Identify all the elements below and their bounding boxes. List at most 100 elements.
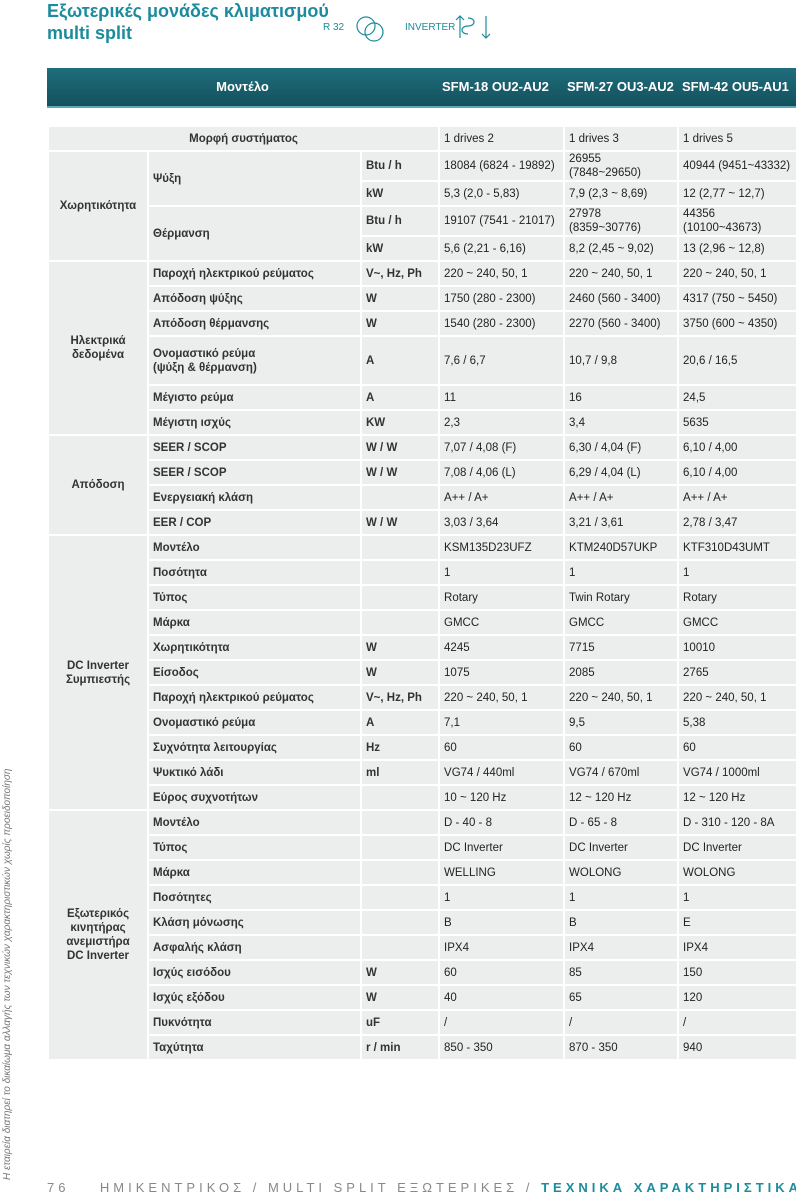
table-row: Μέγιστο ρεύμα A 11 16 24,5 — [48, 384, 796, 411]
value-cell: 1750 (280 - 2300) — [438, 285, 566, 312]
value-cell: DC Inverter — [438, 834, 566, 861]
param-cell: Μοντέλο — [147, 534, 362, 561]
value-cell: 19107 (7541 - 21017) — [438, 205, 566, 237]
value-cell: A++ / A+ — [563, 484, 680, 511]
param-cell: Ποσότητες — [147, 884, 362, 911]
table-row: Ισχύς εισόδου W 60 85 150 — [48, 959, 796, 986]
value-cell: 220 ~ 240, 50, 1 — [563, 260, 680, 287]
value-cell: 150 — [677, 959, 796, 986]
value-cell: GMCC — [563, 609, 680, 636]
param-cell: Μάρκα — [147, 859, 362, 886]
value-cell: E — [677, 909, 796, 936]
value-cell: 3,4 — [563, 409, 680, 436]
param-cell: Ισχύς εισόδου — [147, 959, 362, 986]
table-row: Πυκνότητα uF / / / — [48, 1009, 796, 1036]
value-cell: B — [438, 909, 566, 936]
unit-cell — [359, 584, 441, 611]
page-title: Εξωτερικές μονάδες κλιματισμού multi spl… — [47, 1, 329, 43]
param-cell: Ισχύς εξόδου — [147, 984, 362, 1011]
unit-cell: ml — [359, 759, 441, 786]
value-cell: / — [438, 1009, 566, 1036]
value-cell: 870 - 350 — [563, 1034, 680, 1061]
param-cell: Ποσότητα — [147, 559, 362, 586]
value-cell: 2,3 — [438, 409, 566, 436]
unit-cell: uF — [359, 1009, 441, 1036]
unit-cell: Btu / h — [359, 205, 441, 237]
value-cell: 85 — [563, 959, 680, 986]
value-cell: 1 — [438, 884, 566, 911]
value-cell: D - 310 - 120 - 8A — [677, 809, 796, 836]
table-row: kW 5,3 (2,0 - 5,83) 7,9 (2,3 ~ 8,69) 12 (2,… — [48, 180, 796, 207]
value-cell: 2,78 / 3,47 — [677, 509, 796, 536]
unit-cell — [359, 784, 441, 811]
value-cell: 5635 — [677, 409, 796, 436]
table-row: Ταχύτητα r / min 850 - 350 870 - 350 940 — [48, 1034, 796, 1061]
value-cell: 2085 — [563, 659, 680, 686]
value-cell: IPX4 — [438, 934, 566, 961]
value-cell: / — [563, 1009, 680, 1036]
param-cell: Ονομαστικό ρεύμα (ψύξη & θέρμανση) — [147, 335, 362, 386]
unit-cell — [359, 934, 441, 961]
value-cell: 7,9 (2,3 ~ 8,69) — [563, 180, 680, 207]
value-cell: 8,2 (2,45 ~ 9,02) — [563, 235, 680, 262]
value-cell: 220 ~ 240, 50, 1 — [563, 684, 680, 711]
value-cell: 850 - 350 — [438, 1034, 566, 1061]
refrigerant-label: R 32 — [323, 22, 345, 33]
unit-cell: W — [359, 634, 441, 661]
value-cell: 3750 (600 ~ 4350) — [677, 310, 796, 337]
value-cell: 27978 (8359~30776) — [563, 205, 680, 237]
table-row: Ονομαστικό ρεύμα (ψύξη & θέρμανση) A 7,6 /… — [48, 335, 796, 386]
value-cell: KSM135D23UFZ — [438, 534, 566, 561]
table-row: Συχνότητα λειτουργίας Hz 60 60 60 — [48, 734, 796, 761]
value-cell: Rotary — [438, 584, 566, 611]
value-cell: 16 — [563, 384, 680, 411]
table-header: Μοντέλο SFM-18 OU2-AU2 SFM-27 OU3-AU2 SF… — [47, 68, 796, 108]
param-cell: Συχνότητα λειτουργίας — [147, 734, 362, 761]
table-row: Ονομαστικό ρεύμα A 7,1 9,5 5,38 — [48, 709, 796, 736]
table-row: Απόδοση ψύξης W 1750 (280 - 2300) 2460 (560… — [48, 285, 796, 312]
value-cell: 10 ~ 120 Hz — [438, 784, 566, 811]
value-cell: 1540 (280 - 2300) — [438, 310, 566, 337]
value-cell: 20,6 / 16,5 — [677, 335, 796, 386]
value-cell: 1 — [563, 559, 680, 586]
table-row: Ισχύς εξόδου W 40 65 120 — [48, 984, 796, 1011]
value-cell: 2270 (560 - 3400) — [563, 310, 680, 337]
value-cell: 1075 — [438, 659, 566, 686]
param-cell: Απόδοση ψύξης — [147, 285, 362, 312]
unit-cell: A — [359, 335, 441, 386]
unit-cell: W / W — [359, 434, 441, 461]
param-cell: EER / COP — [147, 509, 362, 536]
unit-cell: r / min — [359, 1034, 441, 1061]
unit-cell — [359, 884, 441, 911]
param-cell: Τύπος — [147, 834, 362, 861]
value-cell: 7,6 / 6,7 — [438, 335, 566, 386]
value-cell: 12 ~ 120 Hz — [563, 784, 680, 811]
icons — [356, 15, 491, 42]
value-cell: 7,1 — [438, 709, 566, 736]
value-cell: IPX4 — [677, 934, 796, 961]
value-cell: A++ / A+ — [438, 484, 566, 511]
table-row: Ποσότητες 1 1 1 — [48, 884, 796, 911]
header-cell: SFM-18 OU2-AU2 — [442, 79, 549, 94]
value-cell: DC Inverter — [677, 834, 796, 861]
value-cell: 1 — [677, 884, 796, 911]
param-cell: Τύπος — [147, 584, 362, 611]
value-cell: 40 — [438, 984, 566, 1011]
table-row: Μάρκα GMCC GMCC GMCC — [48, 609, 796, 636]
value-cell: DC Inverter — [563, 834, 680, 861]
value-cell: 60 — [438, 734, 566, 761]
param-cell: SEER / SCOP — [147, 459, 362, 486]
group-cell: DC Inverter Συμπιεστής — [47, 534, 149, 811]
param-cell: Είσοδος — [147, 659, 362, 686]
table-row: Μάρκα WELLING WOLONG WOLONG — [48, 859, 796, 886]
param-cell: Μέγιστο ρεύμα — [147, 384, 362, 411]
param-cell: Ονομαστικό ρεύμα — [147, 709, 362, 736]
value-cell: 10010 — [677, 634, 796, 661]
value-cell: 26955 (7848~29650) — [563, 150, 680, 182]
unit-cell: A — [359, 709, 441, 736]
value-cell: 60 — [563, 734, 680, 761]
unit-cell: W — [359, 285, 441, 312]
value-cell: 5,6 (2,21 - 6,16) — [438, 235, 566, 262]
param-cell: Παροχή ηλεκτρικού ρεύματος — [147, 684, 362, 711]
